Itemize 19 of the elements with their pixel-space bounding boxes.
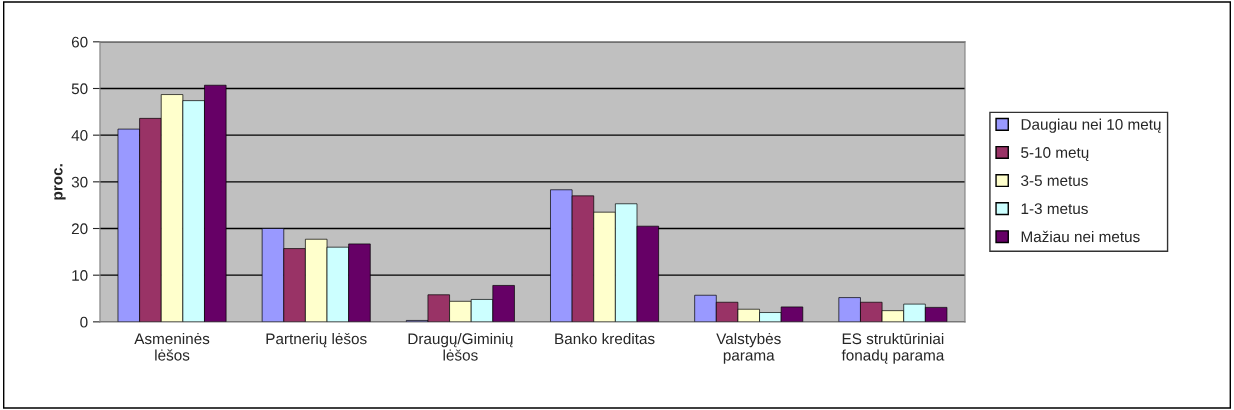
y-tick-label: 30 bbox=[71, 176, 88, 188]
legend-label: Daugiau nei 10 metų bbox=[1021, 118, 1161, 133]
x-tick-label: Valstybės parama bbox=[716, 332, 781, 364]
x-tick-label: Asmeninės lėšos bbox=[134, 332, 210, 361]
legend-label: Mažiau nei metus bbox=[1021, 230, 1140, 243]
legend-label: 5-10 metų bbox=[1021, 147, 1089, 161]
x-tick-label: Draugų/Giminių lėšos bbox=[408, 332, 513, 361]
y-tick-label: 0 bbox=[80, 316, 88, 328]
y-tick-label: 60 bbox=[71, 36, 88, 48]
y-tick-label: 10 bbox=[72, 270, 88, 281]
y-tick-label: 50 bbox=[71, 83, 88, 95]
y-tick-label: 40 bbox=[71, 130, 88, 141]
y-axis-title: proc. bbox=[54, 164, 66, 200]
x-tick-label: ES struktūriniai fonadų parama bbox=[841, 332, 945, 364]
legend-label: 3-5 metus bbox=[1021, 175, 1088, 186]
x-tick-label: Banko kreditas bbox=[555, 332, 655, 345]
y-tick-label: 20 bbox=[71, 223, 88, 235]
x-tick-label: Partnerių lėšos bbox=[266, 332, 367, 348]
legend-label: 1-3 metus bbox=[1021, 203, 1088, 215]
